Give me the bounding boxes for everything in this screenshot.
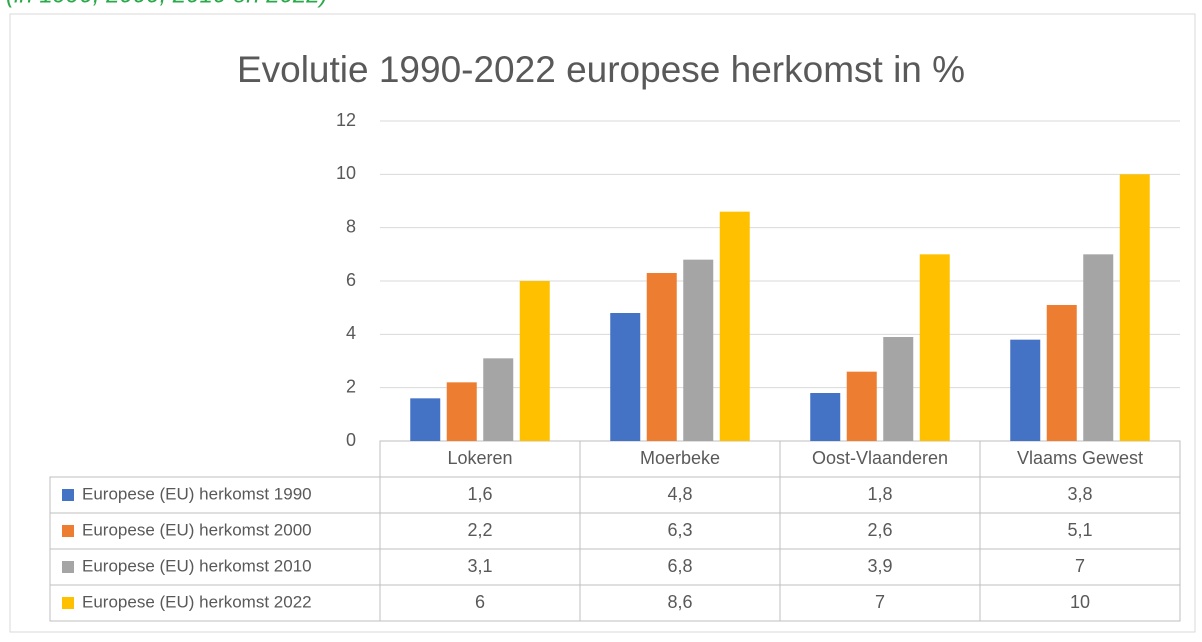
bar	[810, 393, 841, 441]
x-tick-label: Oost-Vlaanderen	[812, 448, 948, 468]
bar	[846, 371, 877, 441]
y-tick-label: 12	[336, 110, 356, 130]
bar	[719, 211, 750, 441]
x-tick-label: Lokeren	[447, 448, 512, 468]
bar	[519, 281, 550, 441]
bar	[883, 337, 914, 441]
bar	[1010, 339, 1041, 441]
y-tick-label: 6	[346, 270, 356, 290]
legend-key	[62, 597, 74, 609]
table-row	[49, 584, 1181, 622]
table-cell: 3,8	[1067, 484, 1092, 504]
table-cell: 7	[875, 592, 885, 612]
bar	[646, 273, 677, 441]
caption: (in 1990, 2000, 2010 en 2022)	[6, 0, 328, 8]
table-cell: 3,1	[467, 556, 492, 576]
y-tick-label: 10	[336, 163, 356, 183]
chart-frame	[9, 13, 1196, 633]
x-tick-label: Moerbeke	[640, 448, 720, 468]
bar	[610, 313, 641, 441]
legend-label: Europese (EU) herkomst 1990	[82, 484, 312, 503]
legend-key	[62, 525, 74, 537]
table-cell: 1,8	[867, 484, 892, 504]
bar	[1046, 305, 1077, 441]
legend-label: Europese (EU) herkomst 2010	[82, 556, 312, 575]
table-cell: 4,8	[667, 484, 692, 504]
table-cell: 7	[1075, 556, 1085, 576]
y-tick-label: 0	[346, 430, 356, 450]
chart-title: Evolutie 1990-2022 europese herkomst in …	[237, 49, 965, 90]
bar	[446, 382, 477, 441]
legend-key	[62, 489, 74, 501]
bar	[1083, 254, 1114, 441]
table-cell: 3,9	[867, 556, 892, 576]
bar	[683, 259, 714, 441]
legend-key	[62, 561, 74, 573]
bar	[410, 398, 441, 441]
table-cell: 5,1	[1067, 520, 1092, 540]
table-cell: 10	[1070, 592, 1090, 612]
y-tick-label: 2	[346, 376, 356, 396]
bar	[1119, 174, 1150, 442]
y-tick-label: 4	[346, 323, 356, 343]
legend-label: Europese (EU) herkomst 2000	[82, 520, 312, 539]
table-cell: 2,6	[867, 520, 892, 540]
table-cell: 6	[475, 592, 485, 612]
legend-label: Europese (EU) herkomst 2022	[82, 592, 312, 611]
table-cell: 1,6	[467, 484, 492, 504]
table-cell: 6,3	[667, 520, 692, 540]
y-tick-label: 8	[346, 216, 356, 236]
bar	[483, 358, 514, 441]
table-cell: 8,6	[667, 592, 692, 612]
bar	[919, 254, 950, 441]
table-cell: 6,8	[667, 556, 692, 576]
table-cell: 2,2	[467, 520, 492, 540]
x-tick-label: Vlaams Gewest	[1017, 448, 1143, 468]
